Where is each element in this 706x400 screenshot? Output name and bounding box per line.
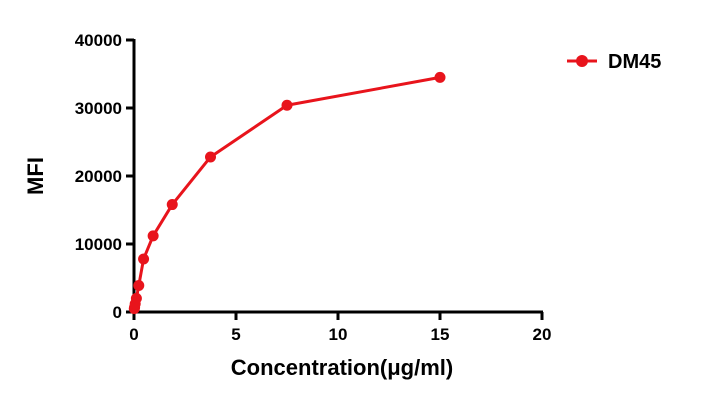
y-axis-title: MFI: [23, 157, 48, 195]
legend: DM45: [567, 51, 661, 73]
plot-area: [128, 71, 446, 315]
y-tick-label: 10000: [75, 235, 122, 254]
x-tick-label: 20: [533, 325, 552, 344]
x-tick-label: 5: [231, 325, 240, 344]
y-tick-label: 40000: [75, 31, 122, 50]
legend-marker-swatch: [576, 55, 588, 67]
data-point: [130, 292, 142, 304]
legend-label: DM45: [608, 51, 661, 73]
y-axis-ticks: 0 10000 20000 30000 40000: [75, 31, 134, 322]
x-axis-title: Concentration(μg/ml): [231, 355, 453, 380]
y-tick-label: 0: [113, 303, 122, 322]
data-point: [434, 71, 446, 83]
data-point: [147, 230, 159, 242]
x-tick-label: 10: [329, 325, 348, 344]
data-point: [138, 253, 150, 265]
data-point: [281, 99, 293, 111]
x-tick-label: 0: [129, 325, 138, 344]
data-point: [166, 199, 178, 211]
x-tick-label: 15: [431, 325, 450, 344]
y-tick-label: 30000: [75, 99, 122, 118]
y-tick-label: 20000: [75, 167, 122, 186]
data-point: [205, 151, 216, 163]
data-point: [133, 279, 145, 291]
x-axis-ticks: 0 5 10 15 20: [129, 312, 551, 344]
series-line: [132, 75, 441, 309]
